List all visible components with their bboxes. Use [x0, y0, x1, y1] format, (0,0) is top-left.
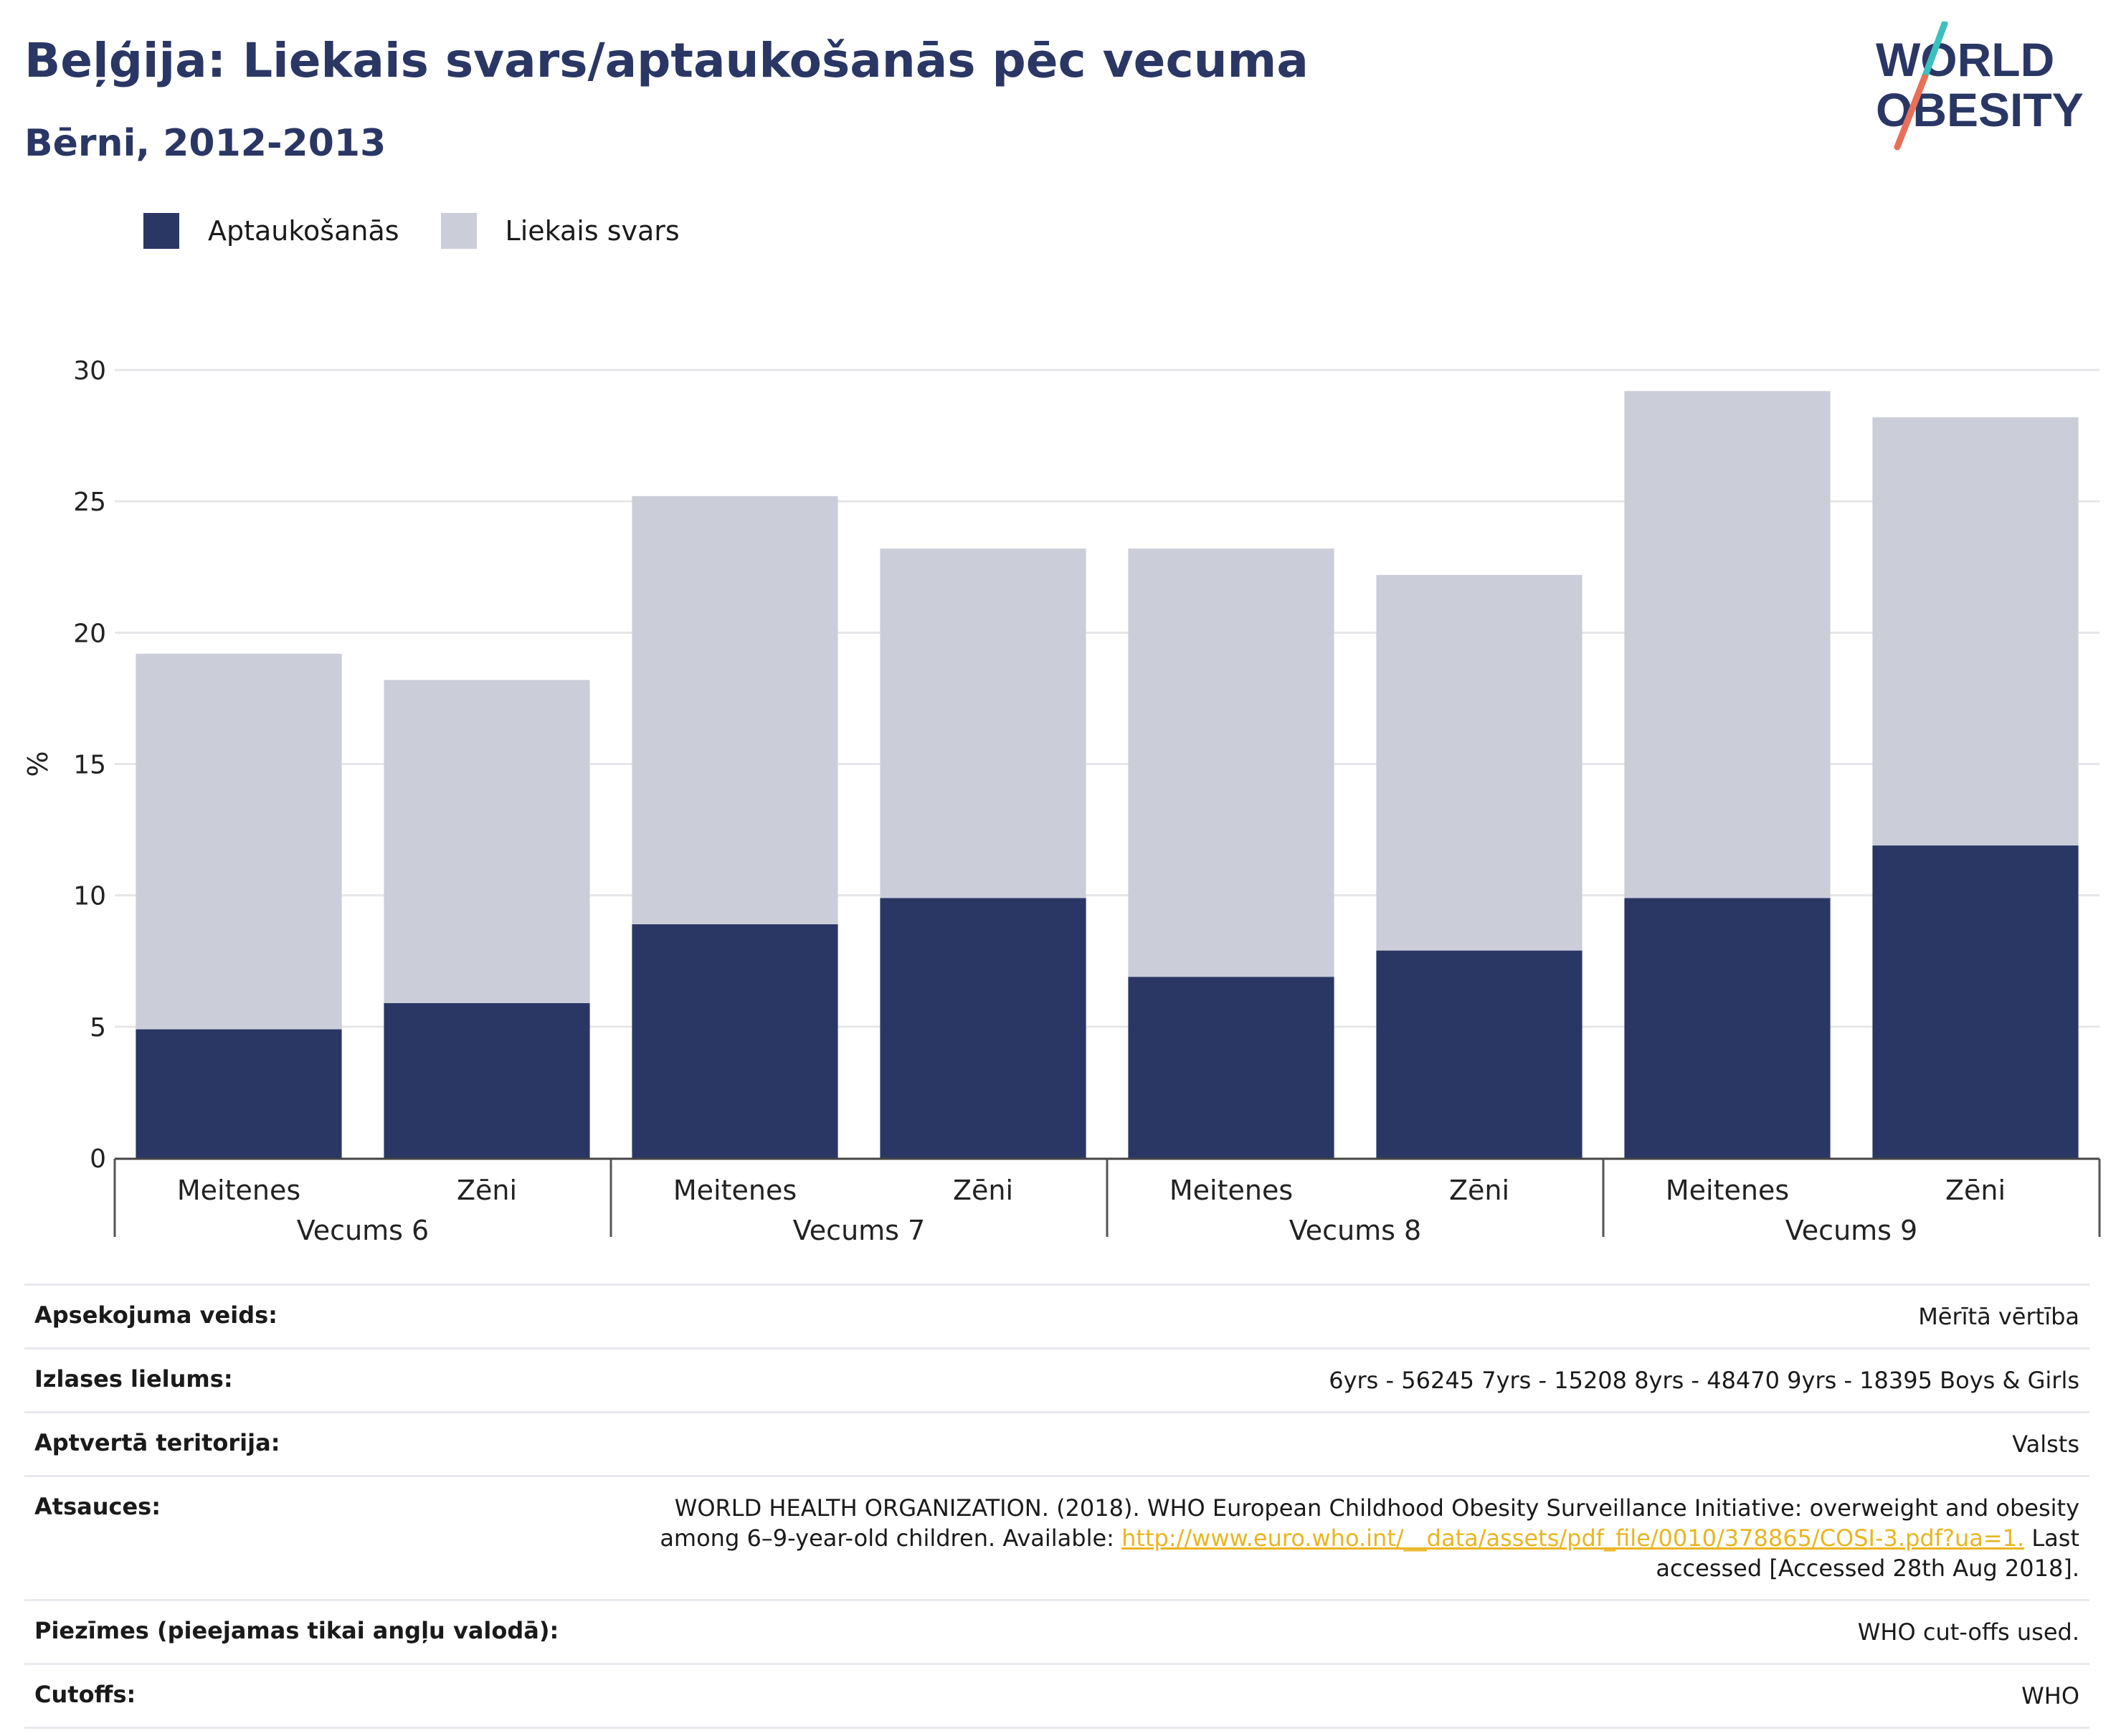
info-key: Izlases lielums: — [34, 1365, 233, 1393]
reference-text-after: Last accessed [Accessed 28th Aug 2018]. — [1656, 1524, 2079, 1582]
group-label: Vecums 8 — [1289, 1215, 1421, 1246]
x-tick-label: Meitenes — [1169, 1175, 1293, 1206]
y-tick-label: 30 — [73, 356, 106, 386]
info-key: Cutoffs: — [34, 1681, 136, 1708]
world-obesity-logo: WORLD OBESITY — [1876, 22, 2084, 151]
bar-obesity — [632, 924, 838, 1158]
x-tick-label: Zēni — [1945, 1175, 2006, 1206]
bar-overweight — [880, 549, 1086, 898]
bar-obesity — [136, 1029, 342, 1158]
bar-overweight — [1872, 417, 2079, 846]
legend-swatch-obesity — [143, 213, 179, 249]
bar-overweight — [1624, 391, 1831, 898]
x-tick-label: Meitenes — [177, 1175, 300, 1206]
x-tick-label: Meitenes — [1666, 1175, 1789, 1206]
chart-subtitle: Bērni, 2012-2013 — [24, 122, 386, 165]
info-row-survey-type: Apsekojuma veids: Mērītā vērtība — [24, 1284, 2089, 1347]
info-value: Valsts — [2012, 1431, 2079, 1458]
y-tick-label: 0 — [90, 1144, 106, 1174]
bar-obesity — [1624, 898, 1831, 1158]
info-value: WHO cut-offs used. — [1857, 1618, 2079, 1646]
bar-obesity — [880, 898, 1086, 1158]
legend-item-overweight: Liekais svars — [440, 213, 680, 249]
info-table: Apsekojuma veids: Mērītā vērtība Izlases… — [24, 1284, 2089, 1729]
bar-obesity — [384, 1002, 590, 1158]
legend-label-obesity: Aptaukošanās — [208, 215, 399, 247]
bar-overweight — [1376, 574, 1583, 951]
group-label: Vecums 9 — [1785, 1215, 1917, 1246]
bar-overweight — [632, 495, 838, 924]
info-key: Atsauces: — [34, 1493, 161, 1520]
stacked-bar-chart: 0 5 10 15 20 25 30% Meitenes Zēni Meitenes Zēni Mei… — [22, 356, 2101, 1246]
info-value: WHO — [2021, 1682, 2079, 1709]
logo-slash-teal — [1921, 22, 1948, 81]
info-value: Mērītā vērtība — [1918, 1303, 2079, 1330]
bar-obesity — [1872, 845, 2079, 1158]
x-tick-label: Zēni — [457, 1175, 517, 1206]
bar-obesity — [1128, 977, 1334, 1158]
info-key: Piezīmes (pieejamas tikai angļu valodā): — [34, 1617, 559, 1644]
chart-legend: Aptaukošanās Liekais svars — [143, 212, 721, 250]
info-value-references: WORLD HEALTH ORGANIZATION. (2018). WHO E… — [588, 1493, 2079, 1583]
info-row-cutoffs: Cutoffs: WHO — [24, 1663, 2089, 1729]
info-value: 6yrs - 56245 7yrs - 15208 8yrs - 48470 9… — [1329, 1367, 2079, 1394]
bar-overweight — [136, 653, 342, 1030]
info-key: Aptvertā teritorija: — [34, 1429, 280, 1456]
info-row-coverage: Aptvertā teritorija: Valsts — [24, 1411, 2089, 1475]
y-tick-label: 20 — [73, 619, 106, 648]
bar-obesity — [1376, 950, 1583, 1158]
group-label: Vecums 6 — [297, 1215, 429, 1246]
legend-item-obesity: Aptaukošanās — [143, 213, 399, 249]
bar-overweight — [384, 680, 590, 1003]
bar-overweight — [1128, 549, 1334, 977]
y-tick-label: 5 — [90, 1013, 106, 1043]
info-row-sample-size: Izlases lielums: 6yrs - 56245 7yrs - 152… — [24, 1347, 2089, 1411]
chart-title: Beļģija: Liekais svars/aptaukošanās pēc … — [24, 33, 1309, 88]
y-tick-label: 10 — [73, 882, 106, 911]
x-tick-label: Meitenes — [673, 1175, 797, 1206]
group-label: Vecums 7 — [793, 1215, 925, 1246]
legend-swatch-overweight — [440, 213, 477, 249]
reference-link[interactable]: http://www.euro.who.int/__data/assets/pd… — [1121, 1524, 2025, 1552]
logo-slash-coral — [1894, 74, 1928, 151]
y-axis-label: % — [22, 751, 54, 777]
reference-text: WORLD HEALTH ORGANIZATION. (2018). WHO E… — [660, 1494, 2079, 1552]
logo-line1: WORLD — [1876, 33, 2054, 86]
y-tick-label: 15 — [73, 751, 106, 780]
y-tick-label: 25 — [73, 488, 106, 517]
legend-label-overweight: Liekais svars — [505, 215, 680, 247]
info-key: Apsekojuma veids: — [34, 1301, 277, 1329]
info-row-references: Atsauces: WORLD HEALTH ORGANIZATION. (20… — [24, 1475, 2089, 1599]
x-tick-label: Zēni — [953, 1175, 1013, 1206]
info-row-notes: Piezīmes (pieejamas tikai angļu valodā):… — [24, 1599, 2089, 1663]
x-tick-label: Zēni — [1449, 1175, 1509, 1206]
